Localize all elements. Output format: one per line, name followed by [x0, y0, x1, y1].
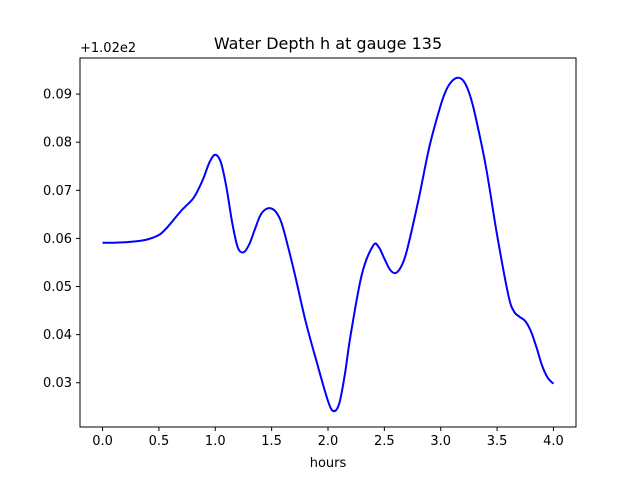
x-tick-label: 0.0: [92, 434, 113, 449]
y-tick-label: 0.07: [43, 184, 72, 199]
plot-area: [102, 76, 555, 413]
x-tick-label: 1.0: [205, 434, 226, 449]
y-tick-label: 0.05: [43, 280, 72, 295]
x-axis-label: hours: [310, 456, 347, 471]
y-axis-offset-label: +1.02e2: [80, 41, 136, 56]
x-tick-label: 2.5: [374, 434, 395, 449]
x-tick-label: 2.0: [318, 434, 339, 449]
x-tick-label: 0.5: [149, 434, 170, 449]
x-tick-label: 4.0: [543, 434, 564, 449]
x-tick-label: 3.0: [430, 434, 451, 449]
chart-title: Water Depth h at gauge 135: [214, 34, 442, 53]
y-axis-ticks: 0.03 0.04 0.05 0.06 0.07 0.08 0.09: [43, 88, 80, 391]
x-tick-label: 3.5: [487, 434, 508, 449]
y-tick-label: 0.06: [43, 232, 72, 247]
x-tick-label: 1.5: [261, 434, 282, 449]
y-tick-label: 0.04: [43, 328, 72, 343]
y-tick-label: 0.09: [43, 88, 72, 103]
y-tick-label: 0.03: [43, 376, 72, 391]
series-line-0: [102, 76, 555, 413]
y-tick-label: 0.08: [43, 136, 72, 151]
x-axis-ticks: 0.0 0.5 1.0 1.5 2.0 2.5 3.0 3.5 4.0: [92, 427, 564, 449]
